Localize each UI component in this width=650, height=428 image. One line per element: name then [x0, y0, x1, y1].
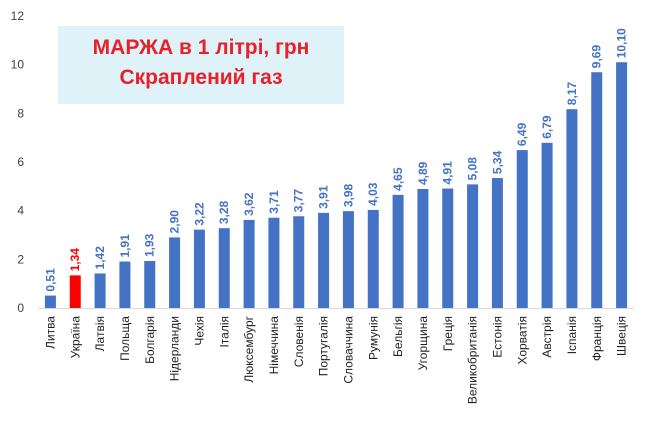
y-tick-label: 2 [17, 252, 24, 266]
value-label: 3,91 [317, 185, 331, 209]
x-tick-label: Україна [68, 316, 82, 359]
value-label: 8,17 [565, 82, 579, 106]
x-tick-label: Австрія [540, 316, 554, 358]
x-tick-label: Польща [118, 316, 132, 361]
value-label: 2,90 [168, 210, 182, 234]
bar [144, 261, 156, 308]
bar [367, 209, 379, 308]
bar [94, 273, 106, 308]
bar [69, 275, 81, 308]
bar [268, 217, 280, 308]
value-label: 3,71 [267, 190, 281, 214]
bar [467, 184, 479, 308]
bars-group [44, 62, 628, 309]
y-tick-label: 4 [17, 204, 24, 218]
bar [293, 216, 305, 308]
value-label: 1,34 [68, 248, 82, 272]
value-label: 4,89 [416, 161, 430, 185]
x-tick-label: Великобританія [466, 316, 480, 404]
chart-title: МАРЖА в 1 літрі, грн [92, 36, 310, 59]
x-tick-label: Швеція [615, 316, 629, 356]
value-label: 4,91 [441, 161, 455, 185]
bar [342, 211, 354, 308]
value-label: 0,51 [43, 268, 57, 292]
value-label: 10,10 [615, 28, 629, 58]
bar [516, 150, 528, 308]
x-tick-label: Латвія [93, 316, 107, 351]
x-tick-label: Люксембург [242, 315, 256, 382]
x-tick-label: Словаччина [341, 316, 355, 384]
y-tick-label: 0 [17, 301, 24, 315]
bar [566, 109, 578, 309]
x-tick-label: Румунія [366, 316, 380, 360]
value-label: 5,08 [466, 157, 480, 181]
bar [218, 228, 230, 308]
chart-title-box: МАРЖА в 1 літрі, грн Скраплений газ [58, 26, 344, 104]
bar [193, 229, 205, 308]
x-tick-label: Словенія [292, 316, 306, 367]
value-label: 1,93 [143, 233, 157, 257]
x-tick-label: Чехія [192, 316, 206, 346]
value-label: 1,91 [118, 234, 132, 258]
bar [318, 212, 330, 308]
y-tick-label: 10 [11, 58, 25, 72]
bar [442, 188, 454, 308]
x-tick-label: Хорватія [515, 316, 529, 365]
x-tick-label: Угорщина [416, 316, 430, 371]
y-tick-label: 6 [17, 155, 24, 169]
bar [119, 261, 131, 308]
x-tick-label: Португалія [317, 316, 331, 376]
x-tick-label: Іспанія [565, 316, 579, 354]
bar [392, 194, 404, 308]
bar [44, 295, 56, 308]
bar [591, 72, 603, 309]
bar [616, 62, 628, 308]
value-label: 6,79 [540, 115, 554, 139]
x-labels-group: Литва Україна Латвія Польща Болгарія Нідерлан… [43, 315, 628, 404]
bar [243, 219, 255, 308]
bar [169, 237, 181, 308]
value-label: 3,98 [341, 183, 355, 207]
y-axis: 0 2 4 6 8 10 12 [11, 9, 634, 315]
value-label: 3,22 [192, 202, 206, 226]
y-tick-label: 8 [17, 106, 24, 120]
bar [417, 189, 429, 308]
y-tick-label: 12 [11, 9, 25, 23]
chart-subtitle: Скраплений газ [119, 66, 283, 89]
value-label: 4,03 [366, 182, 380, 206]
value-label: 1,42 [93, 246, 107, 270]
x-tick-label: Італія [217, 316, 231, 348]
value-label: 3,77 [292, 189, 306, 213]
x-tick-label: Німеччина [267, 316, 281, 375]
bar [541, 142, 553, 308]
value-label: 9,69 [590, 45, 604, 69]
x-tick-label: Литва [43, 316, 57, 349]
x-tick-label: Естонія [490, 316, 504, 358]
value-label: 3,62 [242, 192, 256, 216]
x-tick-label: Греція [441, 316, 455, 351]
value-label: 3,28 [217, 201, 231, 225]
value-labels-group: 0,51 1,34 1,42 1,91 1,93 2,90 3,22 3,28 3,62 3,71… [43, 28, 628, 292]
x-tick-label: Болгарія [143, 316, 157, 364]
value-label: 6,49 [515, 122, 529, 146]
x-tick-label: Бельгія [391, 316, 405, 357]
x-tick-label: Нідерланди [168, 316, 182, 381]
bar [491, 178, 503, 308]
value-label: 5,34 [490, 150, 504, 174]
value-label: 4,65 [391, 167, 405, 191]
x-tick-label: Франція [590, 316, 604, 361]
